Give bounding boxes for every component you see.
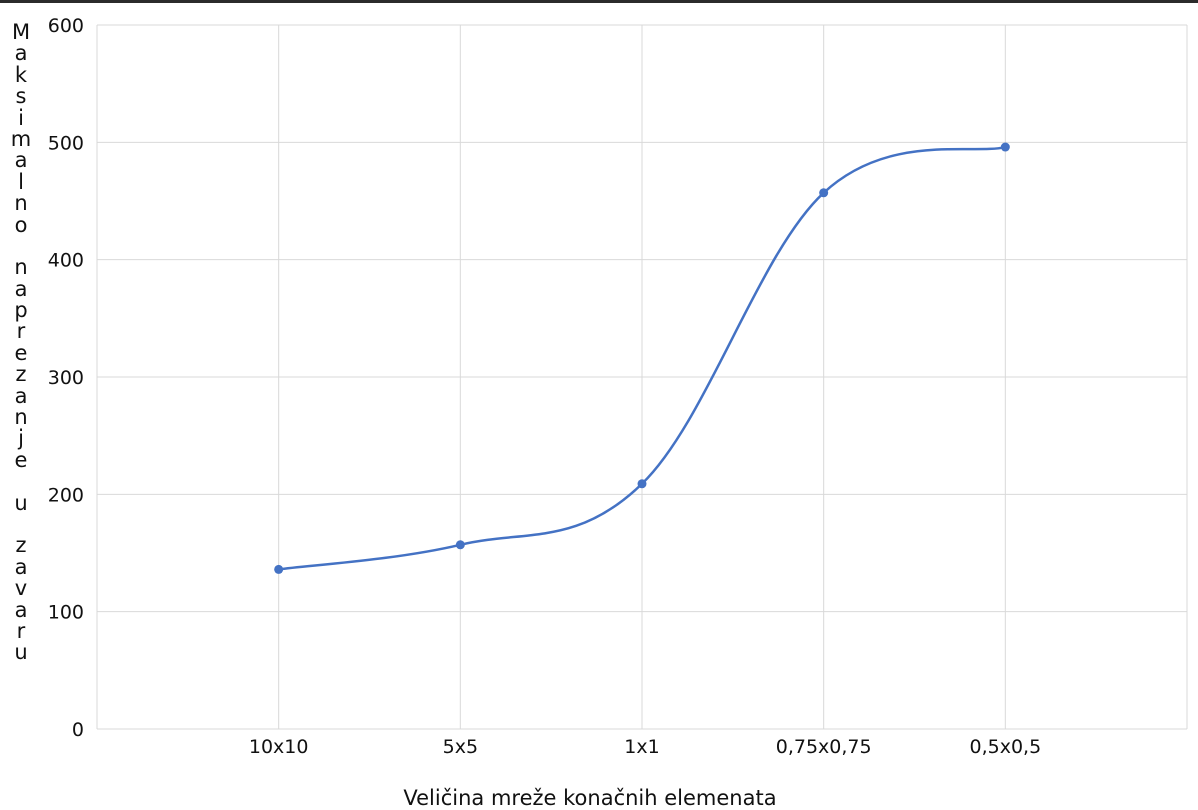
gridlines	[96, 24, 1188, 730]
y-tick-labels: 0 100 200 300 400 500 600	[48, 15, 84, 741]
y-tick-label: 100	[48, 602, 84, 624]
x-axis-title: Veličina mreže konačnih elemenata	[403, 786, 776, 810]
data-point	[637, 479, 647, 489]
x-tick-label: 5x5	[443, 736, 478, 758]
data-point	[274, 564, 284, 574]
top-border	[0, 0, 1198, 3]
x-tick-label: 10x10	[249, 736, 309, 758]
data-point	[1000, 142, 1010, 152]
y-tick-label: 200	[48, 484, 84, 506]
series-line	[278, 145, 1006, 571]
data-point	[455, 540, 465, 550]
x-tick-labels: 10x10 5x5 1x1 0,75x0,75 0,5x0,5	[249, 736, 1041, 758]
x-tick-label: 0,5x0,5	[969, 736, 1041, 758]
data-points	[274, 142, 1010, 574]
x-tick-label: 1x1	[624, 736, 659, 758]
y-tick-label: 500	[48, 132, 84, 154]
y-tick-label: 300	[48, 367, 84, 389]
x-tick-label: 0,75x0,75	[776, 736, 872, 758]
y-tick-label: 0	[72, 719, 84, 741]
y-tick-label: 600	[48, 15, 84, 37]
y-tick-label: 400	[48, 250, 84, 272]
data-point	[819, 188, 829, 198]
